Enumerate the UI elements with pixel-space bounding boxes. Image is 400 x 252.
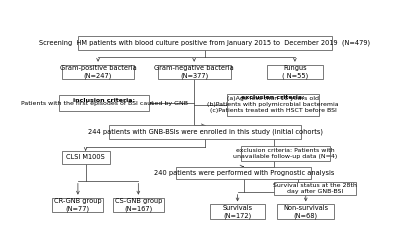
Text: Non-survivals
(N=68): Non-survivals (N=68) — [283, 205, 328, 219]
FancyBboxPatch shape — [267, 65, 323, 79]
Text: exclusion criteria:: exclusion criteria: — [241, 96, 305, 101]
Text: Fungus
( N=55): Fungus ( N=55) — [282, 65, 308, 79]
Text: CR-GNB group
(N=77): CR-GNB group (N=77) — [54, 198, 102, 212]
Text: inclusion criteria:: inclusion criteria: — [73, 98, 135, 103]
Text: Screening  HM patients with blood culture positive from January 2015 to  Decembe: Screening HM patients with blood culture… — [40, 40, 370, 46]
Text: exclusion criteria: Patients with
unavailable follow-up data (N=4): exclusion criteria: Patients with unavai… — [234, 148, 338, 159]
FancyBboxPatch shape — [176, 167, 311, 179]
FancyBboxPatch shape — [158, 65, 230, 79]
Text: Survival status at the 28th
day after GNB-BSI: Survival status at the 28th day after GN… — [273, 183, 357, 194]
FancyBboxPatch shape — [78, 36, 332, 50]
FancyBboxPatch shape — [210, 204, 265, 219]
Text: CLSI M100S: CLSI M100S — [66, 154, 105, 160]
FancyBboxPatch shape — [242, 146, 330, 161]
Text: Survivals
(N=172): Survivals (N=172) — [222, 205, 253, 219]
Text: (a)Age less than 16 years old
(b)Patients with polymicrobial bacteremia
(c)Patie: (a)Age less than 16 years old (b)Patient… — [207, 96, 339, 113]
FancyBboxPatch shape — [274, 182, 356, 195]
FancyBboxPatch shape — [228, 94, 319, 116]
FancyBboxPatch shape — [109, 125, 301, 139]
Text: Gram-negative bacteria
(N=377): Gram-negative bacteria (N=377) — [154, 65, 234, 79]
FancyBboxPatch shape — [59, 95, 149, 111]
Text: 244 patients with GNB-BSIs were enrolled in this study (initial cohorts): 244 patients with GNB-BSIs were enrolled… — [88, 129, 322, 135]
FancyBboxPatch shape — [277, 204, 334, 219]
Text: 240 patients were performed with Prognostic analysis: 240 patients were performed with Prognos… — [154, 170, 334, 176]
FancyBboxPatch shape — [113, 198, 164, 212]
FancyBboxPatch shape — [62, 151, 110, 164]
Text: Gram-positive bacteria
(N=247): Gram-positive bacteria (N=247) — [60, 65, 136, 79]
Text: Patients with the first episodes of BSI caused by GNB: Patients with the first episodes of BSI … — [21, 101, 188, 106]
Text: CS-GNB group
(N=167): CS-GNB group (N=167) — [115, 198, 162, 212]
FancyBboxPatch shape — [52, 198, 104, 212]
FancyBboxPatch shape — [62, 65, 134, 79]
